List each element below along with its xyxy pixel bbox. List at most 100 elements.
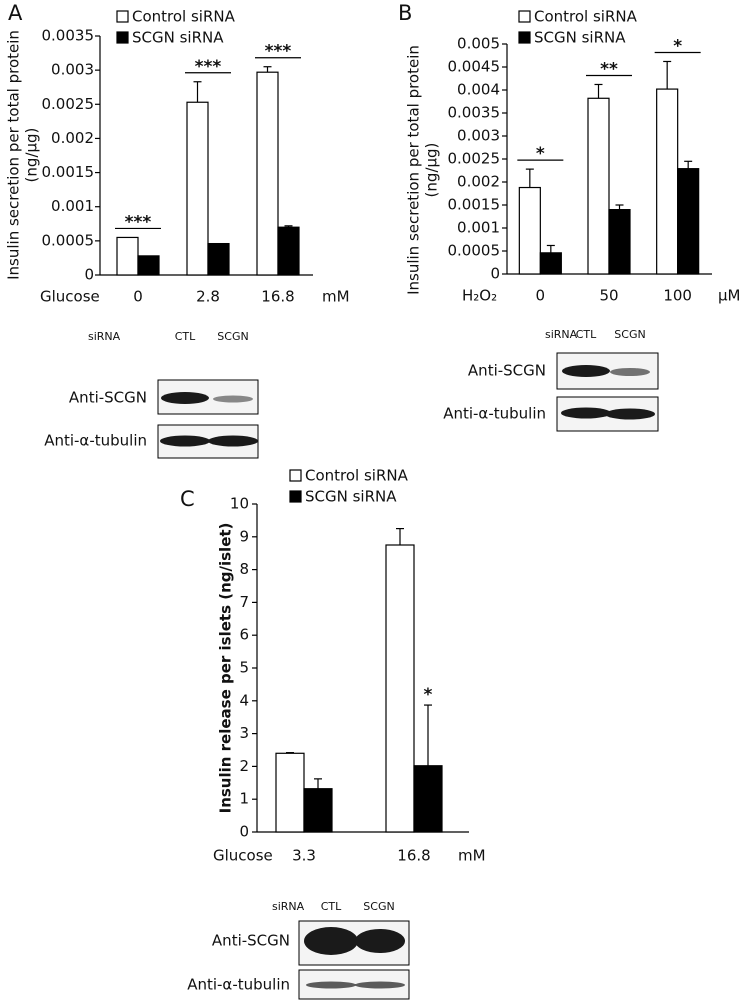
y-tick-label: 0.005 [457, 35, 500, 53]
blot-row-label: Anti-SCGN [69, 389, 147, 407]
x-tick-label: 2.8 [196, 288, 220, 306]
blot-lane: CTL [321, 900, 342, 913]
legend-swatch [518, 10, 531, 23]
x-axis-label: Glucose [40, 288, 100, 306]
y-tick-label: 0.004 [457, 81, 500, 99]
x-axis-unit: mM [322, 288, 350, 306]
bar [539, 252, 562, 275]
legend-label: Control siRNA [132, 8, 236, 26]
y-tick-label: 0.0015 [448, 196, 501, 214]
bar [303, 788, 333, 833]
bar [116, 236, 139, 276]
y-tick-label: 0.0025 [448, 150, 501, 168]
bar [137, 255, 160, 276]
legend-label: Control siRNA [534, 8, 638, 26]
y-tick-label: 0.0035 [42, 27, 95, 45]
y-tick-label: 0 [84, 266, 94, 284]
bar [656, 88, 679, 275]
significance-label: * [673, 36, 682, 56]
y-tick-label: 6 [239, 626, 249, 644]
blot-lane: SCGN [217, 330, 248, 343]
legend-label: SCGN siRNA [305, 488, 397, 506]
x-tick-label: 16.8 [261, 288, 294, 306]
panel-label: C [180, 487, 195, 511]
y-tick-label: 0.003 [457, 127, 500, 145]
x-axis-label: Glucose [213, 847, 273, 865]
x-axis-unit: mM [458, 847, 486, 865]
y-tick-label: 0.0005 [448, 242, 501, 260]
x-tick-label: 0 [536, 287, 546, 305]
y-tick-label: 0 [490, 265, 500, 283]
bar [256, 71, 279, 276]
y-tick-label: 8 [239, 560, 249, 578]
significance-label: * [536, 144, 545, 164]
significance-label: * [424, 685, 433, 705]
y-tick-label: 10 [230, 495, 249, 513]
blot-lane: CTL [175, 330, 196, 343]
bar [608, 209, 631, 275]
legend-label: SCGN siRNA [534, 29, 626, 47]
bar [677, 168, 700, 275]
legend-swatch [289, 490, 302, 503]
significance-label: *** [265, 42, 292, 62]
blot-row-label: Anti-α-tubulin [443, 405, 546, 423]
legend-swatch [518, 31, 531, 44]
y-tick-label: 0.001 [457, 219, 500, 237]
x-tick-label: 100 [663, 287, 692, 305]
y-axis-label: (ng/µg) [423, 143, 441, 198]
y-tick-label: 9 [239, 527, 249, 545]
y-tick-label: 0.002 [457, 173, 500, 191]
bar [207, 242, 230, 276]
y-axis-label: Insulin secretion per total protein [5, 30, 23, 280]
legend-label: Control siRNA [305, 467, 409, 485]
blot-images [157, 352, 659, 1000]
blot-row-label: Anti-SCGN [212, 932, 290, 950]
y-tick-label: 5 [239, 659, 249, 677]
significance-label: *** [195, 57, 222, 77]
y-tick-label: 0 [239, 823, 249, 841]
blot-header: siRNA [545, 328, 578, 341]
y-tick-label: 4 [239, 691, 249, 709]
x-axis-label: H₂O₂ [462, 287, 497, 305]
y-tick-label: 0.002 [51, 129, 94, 147]
blot-row-label: Anti-SCGN [468, 362, 546, 380]
significance-label: ** [600, 59, 618, 79]
bar [277, 226, 300, 276]
y-tick-label: 2 [239, 757, 249, 775]
panel-label: B [398, 1, 412, 25]
bar [413, 765, 443, 833]
y-axis-label: Insulin secretion per total protein [405, 45, 423, 295]
blot-row-label: Anti-α-tubulin [187, 976, 290, 994]
x-tick-label: 0 [133, 288, 143, 306]
bar [186, 101, 209, 276]
legend-label: SCGN siRNA [132, 29, 224, 47]
y-axis-label: Insulin release per islets (ng/islet) [217, 523, 235, 814]
blot-lane: SCGN [363, 900, 394, 913]
blot-lane: SCGN [614, 328, 645, 341]
significance-label: *** [125, 212, 152, 232]
y-tick-label: 3 [239, 724, 249, 742]
blot-lane: CTL [576, 328, 597, 341]
blot-header: siRNA [272, 900, 305, 913]
x-tick-label: 3.3 [292, 847, 316, 865]
x-tick-label: 50 [599, 287, 618, 305]
y-tick-label: 0.0015 [42, 163, 95, 181]
blot-header: siRNA [88, 330, 121, 343]
bar [518, 186, 541, 275]
x-axis-unit: µM [718, 287, 741, 305]
x-tick-label: 16.8 [397, 847, 430, 865]
y-tick-label: 0.001 [51, 197, 94, 215]
bar [587, 97, 610, 275]
y-tick-label: 0.0005 [42, 231, 95, 249]
blot-row-label: Anti-α-tubulin [44, 432, 147, 450]
y-tick-label: 7 [239, 593, 249, 611]
y-axis-label: (ng/µg) [23, 128, 41, 183]
legend-swatch [116, 10, 129, 23]
y-tick-label: 0.003 [51, 61, 94, 79]
y-tick-label: 0.0025 [42, 95, 95, 113]
bar [385, 544, 415, 833]
panel-label: A [8, 1, 23, 25]
bar [275, 752, 305, 833]
legend-swatch [289, 469, 302, 482]
